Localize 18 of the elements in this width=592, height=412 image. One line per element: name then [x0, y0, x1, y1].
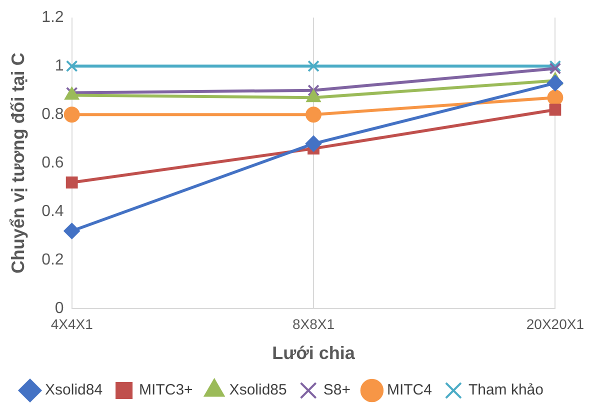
legend-label: Xsolid84 [45, 382, 103, 399]
y-tick-label: 1 [54, 58, 64, 75]
y-tick-label: 0 [54, 300, 64, 318]
x-tick-label: 8X8X1 [292, 316, 335, 332]
y-tick-label: 1.2 [42, 9, 64, 26]
legend-label: MITC4 [386, 382, 432, 399]
x-tick-label: 20X20X1 [526, 316, 584, 332]
legend-label: MITC3+ [139, 382, 194, 399]
y-tick-label: 0.2 [42, 252, 64, 269]
legend-label: Tham khảo [468, 382, 544, 399]
y-tick-label: 0.4 [42, 203, 64, 220]
x-axis-title: Lưới chia [272, 343, 356, 364]
x-tick-label: 4X4X1 [50, 316, 94, 332]
y-axis-title: Chuyển vị tương đối tại C [8, 52, 28, 274]
y-tick-label: 0.8 [42, 106, 64, 124]
y-tick-label: 0.6 [42, 154, 64, 172]
legend-label: S8+ [323, 382, 351, 399]
legend-label: Xsolid85 [229, 382, 287, 399]
